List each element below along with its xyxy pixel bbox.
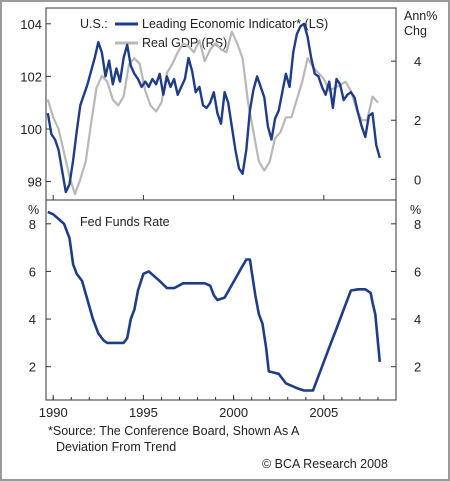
x-tick-label: 1990 [39,405,68,420]
bottom-right-tick-label: 2 [414,360,421,375]
bottom-right-unit: % [410,203,421,217]
bottom-left-tick-label: 6 [29,264,36,279]
bottom-panel-frame [45,199,397,401]
top-right-tick-label: 0 [414,172,421,187]
bottom-right-tick-label: 8 [414,217,421,232]
bottom-left-unit: % [28,203,39,217]
x-tick-label: 2000 [219,405,248,420]
lei-legend-label: Leading Economic Indicator* (LS) [142,17,328,31]
lei-series-line [46,22,381,194]
footnote-line1: *Source: The Conference Board, Shown As … [48,424,300,438]
region-label: U.S.: [80,17,108,31]
bottom-right-tick-label: 4 [414,312,421,327]
copyright: © BCA Research 2008 [262,457,388,471]
right-axis-unit-line1: Ann% [404,9,437,23]
fed-funds-series-line [47,210,382,392]
bottom-right-tick-label: 6 [414,264,421,279]
fed-funds-label: Fed Funds Rate [80,215,170,229]
x-tick-label: 1995 [129,405,158,420]
x-tick-label: 2005 [309,405,338,420]
bottom-left-tick-label: 2 [29,360,36,375]
gdp-series-line [46,30,379,196]
top-left-tick-label: 102 [20,69,42,84]
top-right-tick-label: 2 [414,113,421,128]
bottom-left-tick-label: 4 [29,312,36,327]
top-left-tick-label: 100 [20,122,42,137]
top-left-tick-label: 98 [28,175,42,190]
top-left-tick-label: 104 [20,17,42,32]
footnote-line2: Deviation From Trend [56,440,176,454]
right-axis-unit-line2: Chg [404,24,427,38]
bottom-left-tick-label: 8 [29,217,36,232]
top-right-tick-label: 4 [414,54,421,69]
